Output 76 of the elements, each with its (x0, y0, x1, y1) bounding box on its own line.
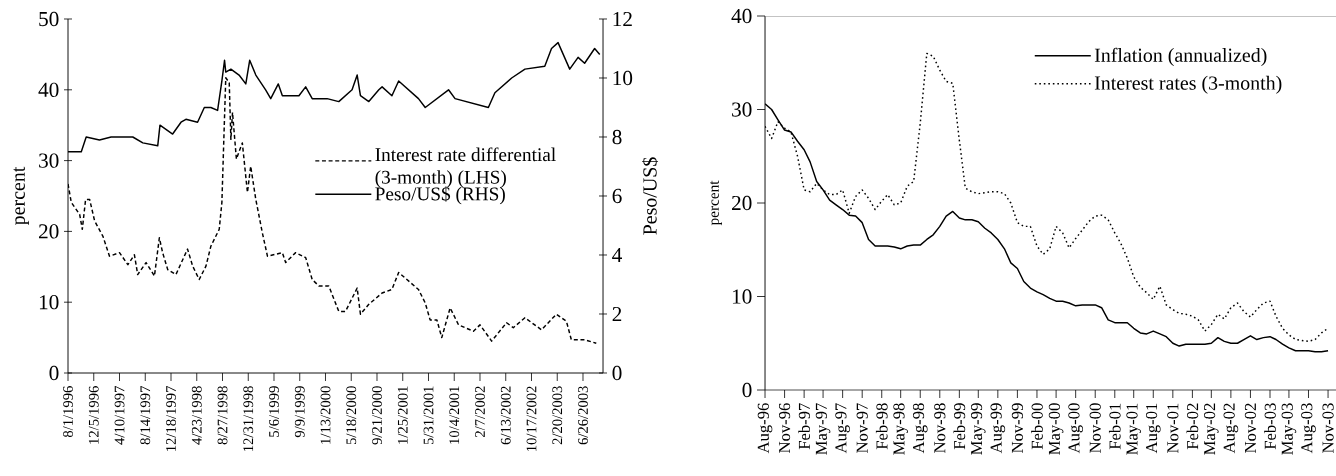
legend-label: Interest rate differential (3-month) (LHS) (375, 147, 556, 188)
x-tick-label: Aug-02 (1223, 403, 1239, 454)
x-tick-label: May-97 (815, 403, 831, 455)
x-tick-label: Aug-00 (1068, 403, 1083, 454)
x-tick-label: 2/7/2002 (475, 386, 485, 437)
x-tick-label: May-99 (970, 403, 986, 455)
x-tick-label: Nov-02 (1244, 403, 1257, 453)
x-tick-label: Feb-98 (875, 403, 888, 450)
x-tick-label: 6/26/2003 (578, 386, 588, 445)
x-tick-label: 10/17/2002 (526, 386, 537, 451)
x-tick-label: Aug-01 (1145, 403, 1161, 454)
x-tick-label: 8/27/1998 (217, 386, 228, 445)
x-tick-label: 10/4/2001 (449, 386, 460, 444)
x-tick-label: 6/13/2002 (500, 386, 511, 445)
y2-axis-title: Peso/US$ (642, 157, 659, 235)
y2-tick-label: 2 (612, 306, 622, 322)
y-tick-label: 40 (38, 82, 59, 97)
x-tick-label: Feb-00 (1031, 403, 1043, 450)
x-tick-label: 8/14/1997 (140, 386, 151, 445)
y-tick-label: 30 (39, 153, 59, 168)
y-tick-label: 0 (49, 365, 59, 381)
x-tick-label: May-02 (1204, 403, 1219, 455)
x-tick-label: Aug-99 (990, 403, 1006, 454)
x-tick-label: Nov-96 (778, 403, 791, 453)
x-tick-label: 1/25/2001 (397, 386, 408, 444)
x-tick-label: May-03 (1281, 403, 1297, 455)
x-tick-label: 12/31/1998 (243, 386, 254, 451)
x-tick-label: Nov-01 (1167, 403, 1179, 453)
y-tick-label: 10 (39, 295, 59, 310)
x-tick-label: 9/21/2000 (372, 386, 382, 445)
x-tick-label: 8/1/1996 (63, 386, 73, 438)
x-tick-label: 4/23/1998 (191, 386, 202, 445)
y-tick-label: 20 (39, 224, 59, 239)
x-tick-label: Aug-98 (912, 403, 928, 454)
y-tick-label: 20 (732, 195, 752, 211)
y2-tick-label: 4 (612, 248, 622, 262)
x-tick-label: Nov-00 (1089, 403, 1101, 453)
x-tick-label: 12/5/1996 (88, 386, 99, 444)
x-tick-label: 5/31/2001 (423, 386, 434, 445)
y-axis-title: percent (710, 180, 722, 226)
y-tick-label: 10 (732, 289, 752, 304)
y-axis-title: percent (13, 166, 29, 225)
y2-tick-label: 8 (612, 129, 622, 145)
x-tick-label: Aug-96 (757, 403, 773, 454)
x-tick-label: Feb-99 (953, 403, 966, 450)
y-tick-label: 30 (732, 102, 752, 117)
x-tick-label: Feb-97 (798, 403, 810, 450)
y2-tick-label: 10 (613, 70, 633, 86)
x-tick-label: 12/18/1997 (166, 386, 176, 451)
x-tick-label: May-01 (1126, 403, 1142, 455)
legend-label: Peso/US$ (RHS) (375, 186, 505, 205)
legend-label: Interest rates (3-month) (1094, 75, 1282, 94)
y-tick-label: 50 (39, 11, 59, 27)
y2-tick-label: 0 (612, 365, 622, 381)
x-tick-label: Feb-02 (1186, 403, 1199, 450)
x-tick-label: Feb-03 (1264, 403, 1276, 450)
y2-tick-label: 12 (613, 11, 632, 27)
x-tick-label: 5/18/2000 (346, 386, 357, 445)
y2-tick-label: 6 (612, 188, 622, 204)
x-tick-label: Feb-01 (1108, 403, 1121, 450)
x-tick-label: May-98 (893, 403, 908, 455)
legend-label: Inflation (annualized) (1094, 47, 1267, 67)
x-tick-label: Nov-03 (1322, 403, 1334, 453)
x-tick-label: 4/10/1997 (114, 386, 125, 445)
x-tick-label: Aug-97 (835, 403, 850, 454)
x-tick-label: May-00 (1048, 403, 1064, 455)
x-tick-label: 9/9/1999 (294, 386, 305, 438)
x-tick-label: 1/13/2000 (320, 386, 331, 444)
y-tick-label: 0 (742, 382, 752, 398)
x-tick-label: 2/20/2003 (552, 386, 563, 445)
x-tick-label: Nov-99 (1011, 403, 1023, 453)
x-tick-label: Nov-97 (856, 403, 868, 453)
x-tick-label: Nov-98 (934, 403, 946, 453)
x-tick-label: 5/6/1999 (269, 386, 279, 437)
y-tick-label: 40 (731, 8, 752, 24)
x-tick-label: Aug-03 (1301, 403, 1316, 454)
